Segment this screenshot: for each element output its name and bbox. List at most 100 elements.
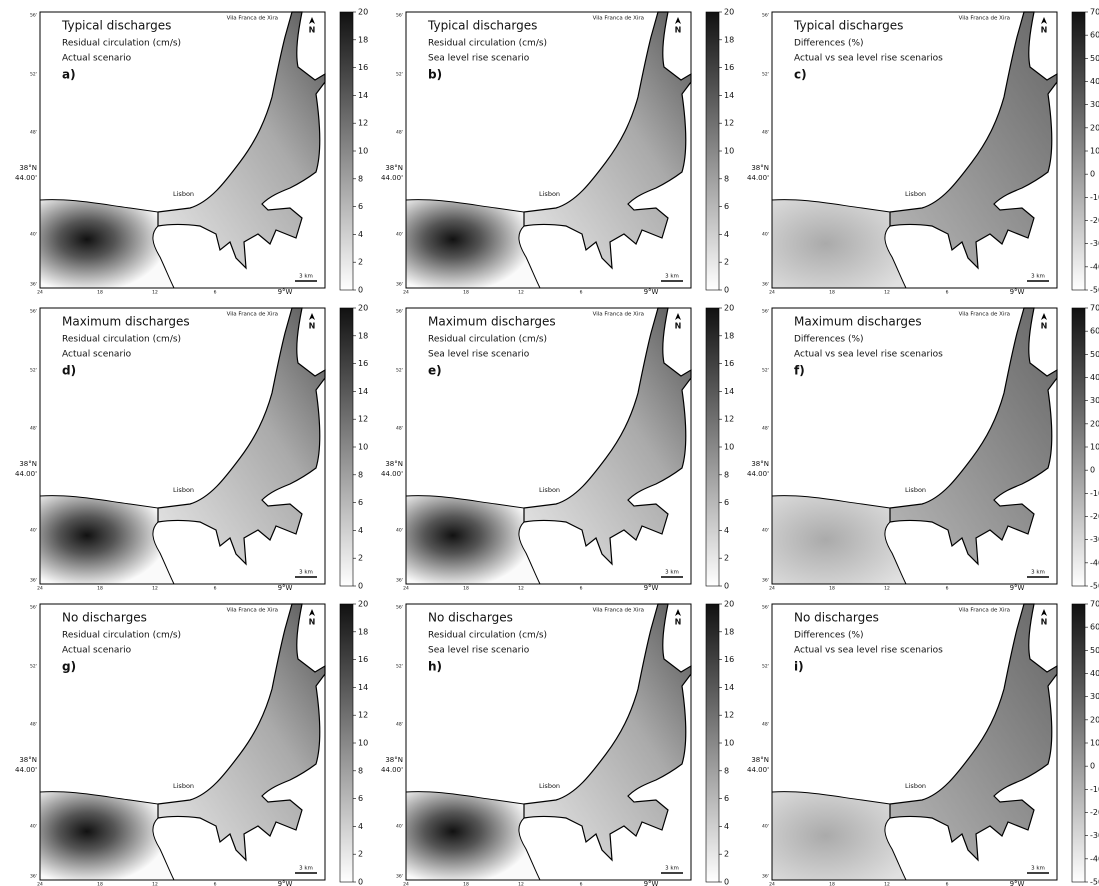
lat-label: 44.00' [381,470,403,478]
lat-label: 44.00' [381,174,403,182]
colorbar-tick-label: 0 [1090,466,1095,475]
lat-label: 36' [762,282,769,288]
sea [40,792,174,880]
lon-label: 24 [403,882,409,886]
panel-scenario: Actual scenario [62,54,132,64]
colorbar-tick-label: 12 [724,415,734,424]
lat-label: 40' [762,528,769,534]
colorbar-tick-label: -20 [1090,216,1099,225]
panel-subtitle: Residual circulation (cm/s) [62,39,181,49]
lat-label: 52' [762,72,769,78]
map-panel: Maximum dischargesDifferences (%)Actual … [747,308,1057,592]
panel-title: Maximum discharges [428,315,556,329]
lat-label: 56' [30,605,37,611]
colorbar-tick-label: 2 [358,258,363,267]
colorbar-tick-label: 14 [358,683,368,692]
lat-label: 36' [30,874,37,880]
north-label: N [675,26,682,35]
colorbar-tick-label: 40 [1090,373,1099,382]
colorbar [1072,308,1085,586]
colorbar-tick-label: 4 [358,822,363,831]
lon-label: 24 [37,882,43,886]
colorbar-tick-label: 50 [1090,350,1099,359]
panel-subtitle: Residual circulation (cm/s) [428,631,547,641]
colorbar-tick-label: 18 [358,331,368,340]
panel-title: Maximum discharges [62,315,190,329]
panel-subtitle: Residual circulation (cm/s) [428,39,547,49]
lon-label: 24 [403,290,409,296]
lon-label: 9°W [644,584,659,592]
lon-label: 12 [152,586,158,592]
colorbar-tick-label: 12 [358,415,368,424]
colorbar-tick-label: 30 [1090,396,1099,405]
lon-label: 12 [152,290,158,296]
colorbar-tick-label: -40 [1090,262,1099,271]
lat-label: 48' [396,722,403,728]
lat-label: 56' [30,309,37,315]
lat-label: 44.00' [747,174,769,182]
lat-label: 40' [396,528,403,534]
colorbar-tick-label: 18 [724,331,734,340]
colorbar-tick-label: 14 [724,387,734,396]
sea [406,200,540,288]
colorbar-tick-label: 20 [1090,715,1099,724]
colorbar-tick-label: 10 [724,739,734,748]
lat-label: 44.00' [381,766,403,774]
colorbar-tick-label: 6 [724,202,729,211]
lat-label: 48' [396,130,403,136]
colorbar-tick-label: -10 [1090,193,1099,202]
colorbar-tick-label: 20 [1090,123,1099,132]
lat-label: 56' [396,605,403,611]
panel-letter: e) [428,364,442,378]
town-label: Lisbon [539,486,560,494]
lon-label: 24 [769,290,775,296]
scale-label: 3 km [1031,570,1045,576]
colorbar-tick-label: 2 [358,850,363,859]
lat-label: 40' [396,232,403,238]
lat-label: 44.00' [747,470,769,478]
sea [406,792,540,880]
town-label: Lisbon [173,190,194,198]
colorbar-tick-label: 30 [1090,100,1099,109]
colorbar-tick-label: 4 [724,526,729,535]
lat-label: 56' [396,13,403,19]
scale-label: 3 km [665,274,679,280]
colorbar-tick-label: -10 [1090,785,1099,794]
town-label: Lisbon [173,782,194,790]
colorbar-tick-label: -50 [1090,878,1099,886]
town-label: Lisbon [173,486,194,494]
colorbar-tick-label: 50 [1090,54,1099,63]
lat-label: 48' [30,426,37,432]
colorbar-tick-label: -50 [1090,582,1099,591]
colorbar-tick-label: 16 [358,359,368,368]
colorbar-tick-label: -40 [1090,558,1099,567]
town-label: Vila Franca de Xira [593,16,644,22]
colorbar-tick-label: -20 [1090,808,1099,817]
lon-label: 12 [518,586,524,592]
lon-label: 12 [884,290,890,296]
lat-label: 40' [762,232,769,238]
lon-label: 18 [97,882,103,886]
colorbar-tick-label: 2 [724,554,729,563]
lat-label: 56' [30,13,37,19]
lon-label: 9°W [1010,584,1025,592]
lat-label: 40' [30,824,37,830]
lat-label: 44.00' [747,766,769,774]
colorbar-tick-label: 0 [724,582,729,591]
colorbar-tick-label: 8 [358,174,363,183]
lat-label: 52' [762,368,769,374]
colorbar-tick-label: 16 [358,63,368,72]
sea [772,792,906,880]
lon-label: 6 [214,290,217,296]
lon-label: 9°W [644,880,659,886]
colorbar-tick-label: 8 [724,766,729,775]
lat-label: 38°N [751,460,769,468]
panel-letter: c) [794,68,807,82]
town-label: Lisbon [539,782,560,790]
lon-label: 18 [829,882,835,886]
colorbar-tick-label: 8 [358,766,363,775]
colorbar-tick-label: 20 [358,8,368,17]
scale-label: 3 km [299,274,313,280]
lat-label: 44.00' [15,766,37,774]
colorbar-tick-label: 40 [1090,77,1099,86]
